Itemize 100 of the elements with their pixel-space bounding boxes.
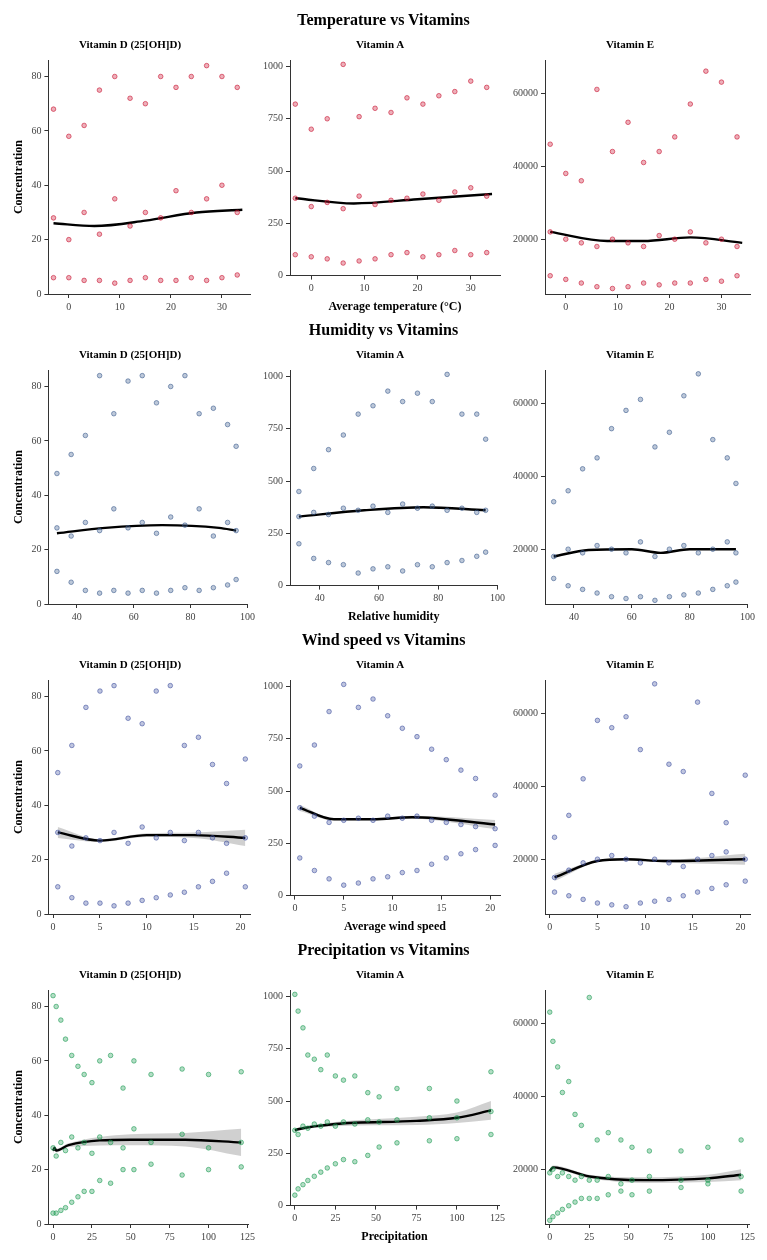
y-tick-label: 500 (268, 474, 283, 486)
x-tick-label: 100 (740, 610, 755, 622)
x-tick-label: 10 (114, 300, 125, 312)
y-tick-label: 60 (31, 434, 42, 446)
y-tick-label: 0 (278, 269, 283, 281)
x-tick-label: 20 (664, 300, 675, 312)
text: Humidity vs Vitamins (307, 320, 460, 341)
x-tick-label: 20 (485, 902, 496, 914)
x-tick-label: 30 (216, 300, 227, 312)
x-tick-label: 15 (188, 920, 199, 932)
x-tick-label: 0 (563, 300, 569, 312)
x-tick-label: 80 (185, 610, 196, 622)
y-tick-label: 80 (31, 690, 42, 702)
x-tick-label: 0 (292, 902, 298, 914)
y-tick-label: 750 (268, 1042, 283, 1054)
y-tick-label: 40000 (513, 159, 538, 171)
y-tick-label: 20 (31, 1163, 42, 1175)
y-tick-label: 0 (278, 1199, 283, 1211)
y-tick-label: 500 (268, 784, 283, 796)
x-tick-label: 60 (626, 610, 637, 622)
x-tick-label: 10 (359, 282, 370, 294)
chart-title: Vitamin A (355, 968, 405, 981)
y-tick-label: 40 (31, 1108, 42, 1120)
y-axis-title: Concentration (11, 449, 26, 525)
x-tick-label: 75 (411, 1212, 422, 1224)
x-tick-label: 50 (370, 1212, 381, 1224)
x-tick-label: 40 (314, 592, 325, 604)
chart-title: Vitamin D (25[OH]D) (78, 658, 182, 672)
y-tick-label: 60 (31, 1054, 42, 1066)
x-tick-label: 40 (568, 610, 579, 622)
x-tick-label: 10 (640, 920, 651, 932)
x-tick-label: 20 (235, 920, 246, 932)
chart-title: Vitamin E (605, 968, 655, 981)
chart-title: Vitamin D (25[OH]D) (78, 348, 182, 362)
y-tick-label: 1000 (263, 370, 283, 382)
y-tick-label: 20000 (513, 232, 538, 244)
y-tick-label: 1000 (263, 990, 283, 1002)
y-tick-label: 40000 (513, 469, 538, 481)
x-tick-label: 25 (86, 1230, 97, 1242)
y-tick-label: 750 (268, 422, 283, 434)
x-tick-label: 80 (684, 610, 695, 622)
x-tick-label: 15 (687, 920, 698, 932)
y-tick-label: 250 (268, 216, 283, 228)
y-axis-title: Concentration (11, 139, 26, 215)
y-axis-title: Concentration (11, 759, 26, 835)
y-tick-label: 750 (268, 732, 283, 744)
x-tick-label: 125 (239, 1230, 255, 1242)
y-tick-label: 40 (31, 798, 42, 810)
x-tick-label: 30 (465, 282, 476, 294)
y-tick-label: 1000 (263, 60, 283, 72)
y-tick-label: 40000 (513, 1089, 538, 1101)
x-tick-label: 5 (341, 902, 347, 914)
y-tick-label: 20000 (513, 852, 538, 864)
y-tick-label: 80 (31, 1000, 42, 1012)
chart-title: Vitamin E (605, 348, 655, 361)
x-axis-title: Average temperature (°C) (328, 298, 462, 313)
x-tick-label: 10 (141, 920, 152, 932)
x-tick-label: 100 (449, 1212, 465, 1224)
y-tick-label: 60 (31, 124, 42, 136)
x-tick-label: 20 (735, 920, 746, 932)
x-tick-label: 0 (292, 1212, 298, 1224)
chart-title: Vitamin D (25[OH]D) (78, 968, 182, 982)
x-tick-label: 60 (128, 610, 139, 622)
y-tick-label: 1000 (263, 680, 283, 692)
y-tick-label: 250 (268, 526, 283, 538)
x-tick-label: 75 (663, 1230, 674, 1242)
y-tick-label: 20000 (513, 1162, 538, 1174)
x-tick-label: 25 (330, 1212, 341, 1224)
y-tick-label: 250 (268, 836, 283, 848)
x-tick-label: 50 (623, 1230, 634, 1242)
y-tick-label: 40 (31, 488, 42, 500)
y-axis-title: Concentration (11, 1069, 26, 1145)
x-tick-label: 50 (125, 1230, 136, 1242)
x-tick-label: 0 (547, 920, 553, 932)
text: Temperature vs Vitamins (296, 10, 471, 31)
chart-title: Vitamin D (25[OH]D) (78, 38, 182, 52)
x-tick-label: 10 (387, 902, 398, 914)
x-tick-label: 0 (547, 1230, 553, 1242)
x-tick-label: 5 (97, 920, 103, 932)
x-tick-label: 100 (240, 610, 255, 622)
x-tick-label: 125 (489, 1212, 505, 1224)
x-tick-label: 20 (165, 300, 176, 312)
y-tick-label: 80 (31, 70, 42, 82)
y-tick-label: 60000 (513, 396, 538, 408)
chart-title: Vitamin A (355, 348, 405, 361)
chart-title: Vitamin A (355, 38, 405, 51)
text: Precipitation vs Vitamins (296, 940, 471, 961)
x-tick-label: 125 (739, 1230, 755, 1242)
x-tick-label: 30 (716, 300, 727, 312)
x-tick-label: 0 (50, 1230, 56, 1242)
x-tick-label: 0 (50, 920, 56, 932)
y-tick-label: 20 (31, 233, 42, 245)
x-tick-label: 10 (612, 300, 623, 312)
y-tick-label: 80 (31, 380, 42, 392)
y-tick-label: 20 (31, 543, 42, 555)
x-tick-label: 75 (164, 1230, 175, 1242)
y-tick-label: 20 (31, 853, 42, 865)
chart-title: Vitamin E (605, 658, 655, 671)
y-tick-label: 60 (31, 744, 42, 756)
y-tick-label: 500 (268, 164, 283, 176)
